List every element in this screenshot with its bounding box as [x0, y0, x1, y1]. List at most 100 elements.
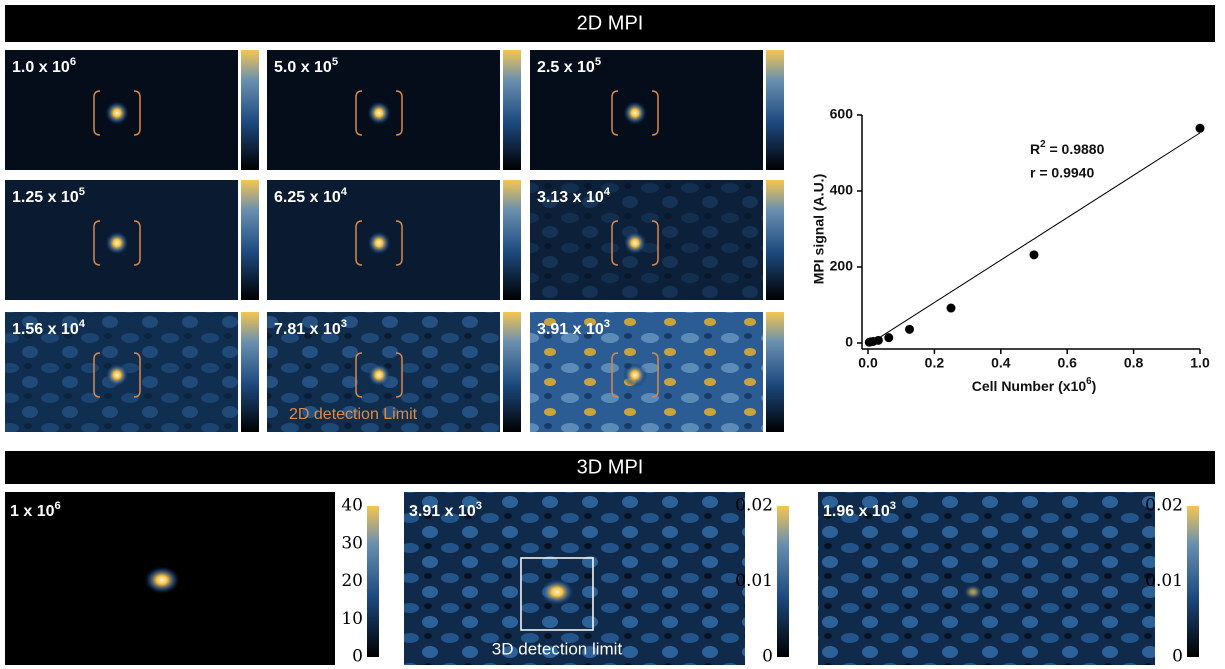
bracket	[355, 220, 403, 266]
signal	[367, 363, 391, 387]
signal	[367, 101, 391, 125]
colorbar	[241, 312, 259, 432]
colorbar-label: 0.01	[735, 571, 773, 591]
label-text: = 0.9880	[1046, 141, 1105, 157]
signal	[623, 363, 647, 387]
superscript: 6	[54, 500, 60, 512]
bracket	[93, 90, 141, 136]
point	[905, 324, 914, 334]
caption: 3D detection limit	[492, 639, 623, 658]
superscript: 3	[604, 318, 610, 330]
x-tick-label: 0.4	[991, 355, 1011, 371]
label: 1.56 x 104	[12, 318, 86, 338]
header-bar	[5, 451, 1215, 484]
superscript: 2	[1040, 139, 1046, 150]
colorbar	[1187, 506, 1199, 657]
label-text: 6.25 x 10	[274, 189, 341, 206]
x-tick-label: 1.0	[1190, 355, 1210, 371]
x-tick-label: 0.6	[1057, 355, 1077, 371]
annotation: r = 0.9940	[1030, 165, 1094, 181]
superscript: 4	[79, 318, 86, 330]
superscript: 3	[890, 500, 896, 512]
point	[884, 333, 894, 343]
y-tick-label: 200	[830, 258, 854, 274]
signal	[144, 566, 180, 594]
colorbar-label: 0.01	[1145, 571, 1183, 591]
caption: 2D detection Limit	[289, 406, 418, 423]
colorbar	[766, 312, 784, 432]
point	[1195, 123, 1205, 133]
label-text: 1.25 x 10	[12, 189, 79, 206]
y-axis-label: MPI signal (A.U.)	[811, 174, 827, 284]
colorbar-label: 0	[1172, 647, 1183, 667]
roi-box	[520, 557, 594, 631]
colorbar	[241, 50, 259, 170]
bracket	[355, 90, 403, 136]
y-tick-label: 0	[845, 334, 853, 350]
label-text: )	[1092, 378, 1097, 394]
signal	[623, 231, 647, 255]
superscript: 4	[341, 186, 348, 198]
colorbar	[503, 180, 521, 300]
label: Cell Number (x106)	[972, 376, 1097, 394]
label-text: 1.56 x 10	[12, 321, 79, 338]
label-text: 2.5 x 10	[537, 59, 595, 76]
label: 6.25 x 104	[274, 186, 348, 206]
label: R2 = 0.9880	[1030, 139, 1105, 157]
x-tick-label: 0.2	[925, 355, 945, 371]
signal	[367, 231, 391, 255]
colorbar-label: 20	[341, 571, 363, 591]
label: 1.96 x 103	[823, 500, 896, 520]
bracket	[355, 352, 403, 398]
colorbar	[503, 312, 521, 432]
y-tick-label: 600	[830, 106, 854, 122]
colorbar-label: 40	[341, 496, 363, 516]
label-text: 3.13 x 10	[537, 189, 604, 206]
colorbar	[367, 506, 379, 657]
label-text: 1.96 x 10	[823, 503, 890, 520]
signal	[105, 363, 129, 387]
superscript: 4	[604, 186, 611, 198]
label: 1.25 x 105	[12, 186, 85, 206]
label: 1.0 x 106	[12, 56, 76, 76]
colorbar	[766, 180, 784, 300]
superscript: 3	[476, 500, 482, 512]
label: 7.81 x 103	[274, 318, 347, 338]
label-text: Cell Number (x10	[972, 378, 1087, 394]
label: 1 x 106	[10, 500, 61, 520]
label-text: 1.0 x 10	[12, 59, 70, 76]
colorbar-label: 0	[762, 647, 773, 667]
bracket	[93, 352, 141, 398]
colorbar	[241, 180, 259, 300]
colorbar	[766, 50, 784, 170]
x-tick-label: 0.8	[1124, 355, 1144, 371]
label-text: 3.91 x 10	[409, 503, 476, 520]
bracket	[611, 352, 659, 398]
point	[1029, 250, 1039, 260]
signal	[963, 584, 983, 600]
header-bar	[5, 5, 1215, 42]
label: 2.5 x 105	[537, 56, 601, 76]
label: 5.0 x 105	[274, 56, 338, 76]
header: 2D MPI	[577, 12, 644, 34]
x-tick-label: 0.0	[858, 355, 878, 371]
label-text: 5.0 x 10	[274, 59, 332, 76]
point	[946, 303, 956, 313]
superscript: 3	[341, 318, 347, 330]
colorbar-label: 30	[341, 533, 363, 553]
label-text: 1 x 10	[10, 503, 55, 520]
superscript: 5	[332, 56, 338, 68]
label-text: R	[1030, 141, 1040, 157]
superscript: 6	[1086, 376, 1092, 387]
colorbar-label: 0	[352, 647, 363, 667]
header: 3D MPI	[577, 456, 644, 478]
colorbar	[777, 506, 789, 657]
superscript: 5	[595, 56, 601, 68]
fit-line	[867, 132, 1201, 346]
label: 3.13 x 104	[537, 186, 611, 206]
point	[864, 337, 874, 347]
label-text: 3.91 x 10	[537, 321, 604, 338]
signal	[623, 101, 647, 125]
label: 3.91 x 103	[409, 500, 482, 520]
